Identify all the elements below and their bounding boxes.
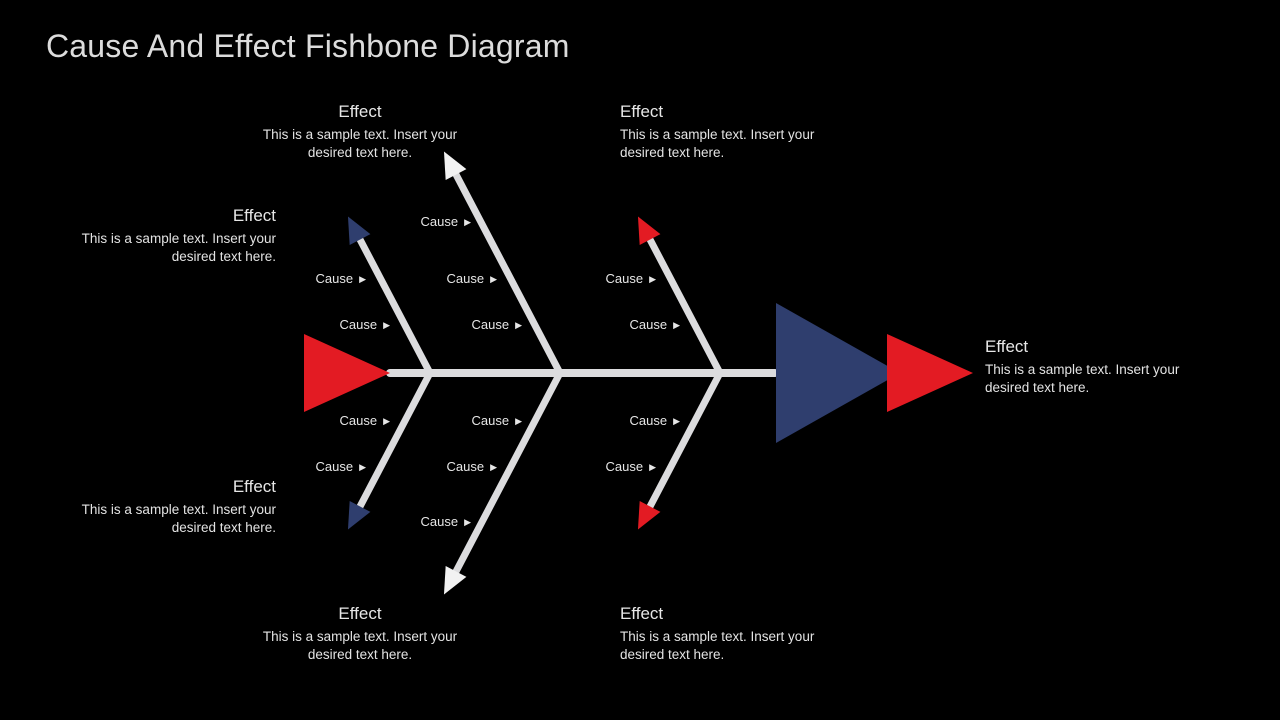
effect-annotation-top-mid: Effect This is a sample text. Insert you… <box>260 102 460 162</box>
effect-title: Effect <box>620 102 840 122</box>
cause-label: Cause ▶ <box>330 413 390 428</box>
cause-text: Cause <box>472 317 510 332</box>
bone-arrow-bot-mid-icon <box>434 566 467 600</box>
cause-marker-icon: ▶ <box>383 320 390 330</box>
bone-line-top-left <box>354 228 430 373</box>
effect-body: This is a sample text. Insert your desir… <box>76 501 276 537</box>
effect-body: This is a sample text. Insert your desir… <box>985 361 1195 397</box>
cause-text: Cause <box>630 413 668 428</box>
cause-text: Cause <box>316 271 354 286</box>
cause-text: Cause <box>421 514 459 529</box>
bone-line-bot-right <box>644 373 720 518</box>
cause-marker-icon: ▶ <box>464 217 471 227</box>
bone-arrow-bot-right-icon <box>628 501 661 535</box>
bone-arrow-top-left-icon <box>338 211 371 245</box>
cause-marker-icon: ▶ <box>649 462 656 472</box>
bone-arrow-top-right-icon <box>628 211 661 245</box>
bone-line-bot-left <box>354 373 430 518</box>
cause-label: Cause ▶ <box>620 413 680 428</box>
cause-label: Cause ▶ <box>411 214 471 229</box>
cause-text: Cause <box>630 317 668 332</box>
effect-body: This is a sample text. Insert your desir… <box>620 126 840 162</box>
cause-label: Cause ▶ <box>437 459 497 474</box>
cause-marker-icon: ▶ <box>673 320 680 330</box>
cause-marker-icon: ▶ <box>515 320 522 330</box>
cause-text: Cause <box>316 459 354 474</box>
cause-text: Cause <box>447 271 485 286</box>
effect-title: Effect <box>76 477 276 497</box>
tail-triangle-icon <box>304 334 390 412</box>
cause-label: Cause ▶ <box>462 413 522 428</box>
cause-text: Cause <box>606 459 644 474</box>
effect-annotation-bot-right: Effect This is a sample text. Insert you… <box>620 604 840 664</box>
cause-marker-icon: ▶ <box>359 462 366 472</box>
cause-label: Cause ▶ <box>596 271 656 286</box>
cause-marker-icon: ▶ <box>490 462 497 472</box>
cause-text: Cause <box>340 317 378 332</box>
bone-line-top-mid <box>450 163 560 373</box>
head-triangle-red-icon <box>887 334 973 412</box>
cause-marker-icon: ▶ <box>464 517 471 527</box>
effect-annotation-top-left: Effect This is a sample text. Insert you… <box>76 206 276 266</box>
effect-body: This is a sample text. Insert your desir… <box>260 628 460 664</box>
cause-label: Cause ▶ <box>462 317 522 332</box>
cause-text: Cause <box>606 271 644 286</box>
effect-title: Effect <box>985 337 1195 357</box>
cause-text: Cause <box>447 459 485 474</box>
effect-body: This is a sample text. Insert your desir… <box>260 126 460 162</box>
bone-arrow-bot-left-icon <box>338 501 371 535</box>
effect-title: Effect <box>260 604 460 624</box>
effect-body: This is a sample text. Insert your desir… <box>76 230 276 266</box>
cause-label: Cause ▶ <box>306 459 366 474</box>
cause-label: Cause ▶ <box>596 459 656 474</box>
bone-line-top-right <box>644 228 720 373</box>
effect-annotation-head: Effect This is a sample text. Insert you… <box>985 337 1195 397</box>
cause-marker-icon: ▶ <box>515 416 522 426</box>
cause-text: Cause <box>340 413 378 428</box>
cause-text: Cause <box>472 413 510 428</box>
cause-marker-icon: ▶ <box>649 274 656 284</box>
effect-body: This is a sample text. Insert your desir… <box>620 628 840 664</box>
effect-title: Effect <box>620 604 840 624</box>
cause-marker-icon: ▶ <box>383 416 390 426</box>
effect-annotation-top-right: Effect This is a sample text. Insert you… <box>620 102 840 162</box>
cause-marker-icon: ▶ <box>490 274 497 284</box>
effect-annotation-bot-mid: Effect This is a sample text. Insert you… <box>260 604 460 664</box>
effect-title: Effect <box>260 102 460 122</box>
cause-label: Cause ▶ <box>306 271 366 286</box>
bone-line-bot-mid <box>450 373 560 583</box>
effect-title: Effect <box>76 206 276 226</box>
cause-label: Cause ▶ <box>411 514 471 529</box>
cause-label: Cause ▶ <box>620 317 680 332</box>
effect-annotation-bot-left: Effect This is a sample text. Insert you… <box>76 477 276 537</box>
cause-label: Cause ▶ <box>330 317 390 332</box>
cause-text: Cause <box>421 214 459 229</box>
cause-marker-icon: ▶ <box>359 274 366 284</box>
cause-label: Cause ▶ <box>437 271 497 286</box>
cause-marker-icon: ▶ <box>673 416 680 426</box>
